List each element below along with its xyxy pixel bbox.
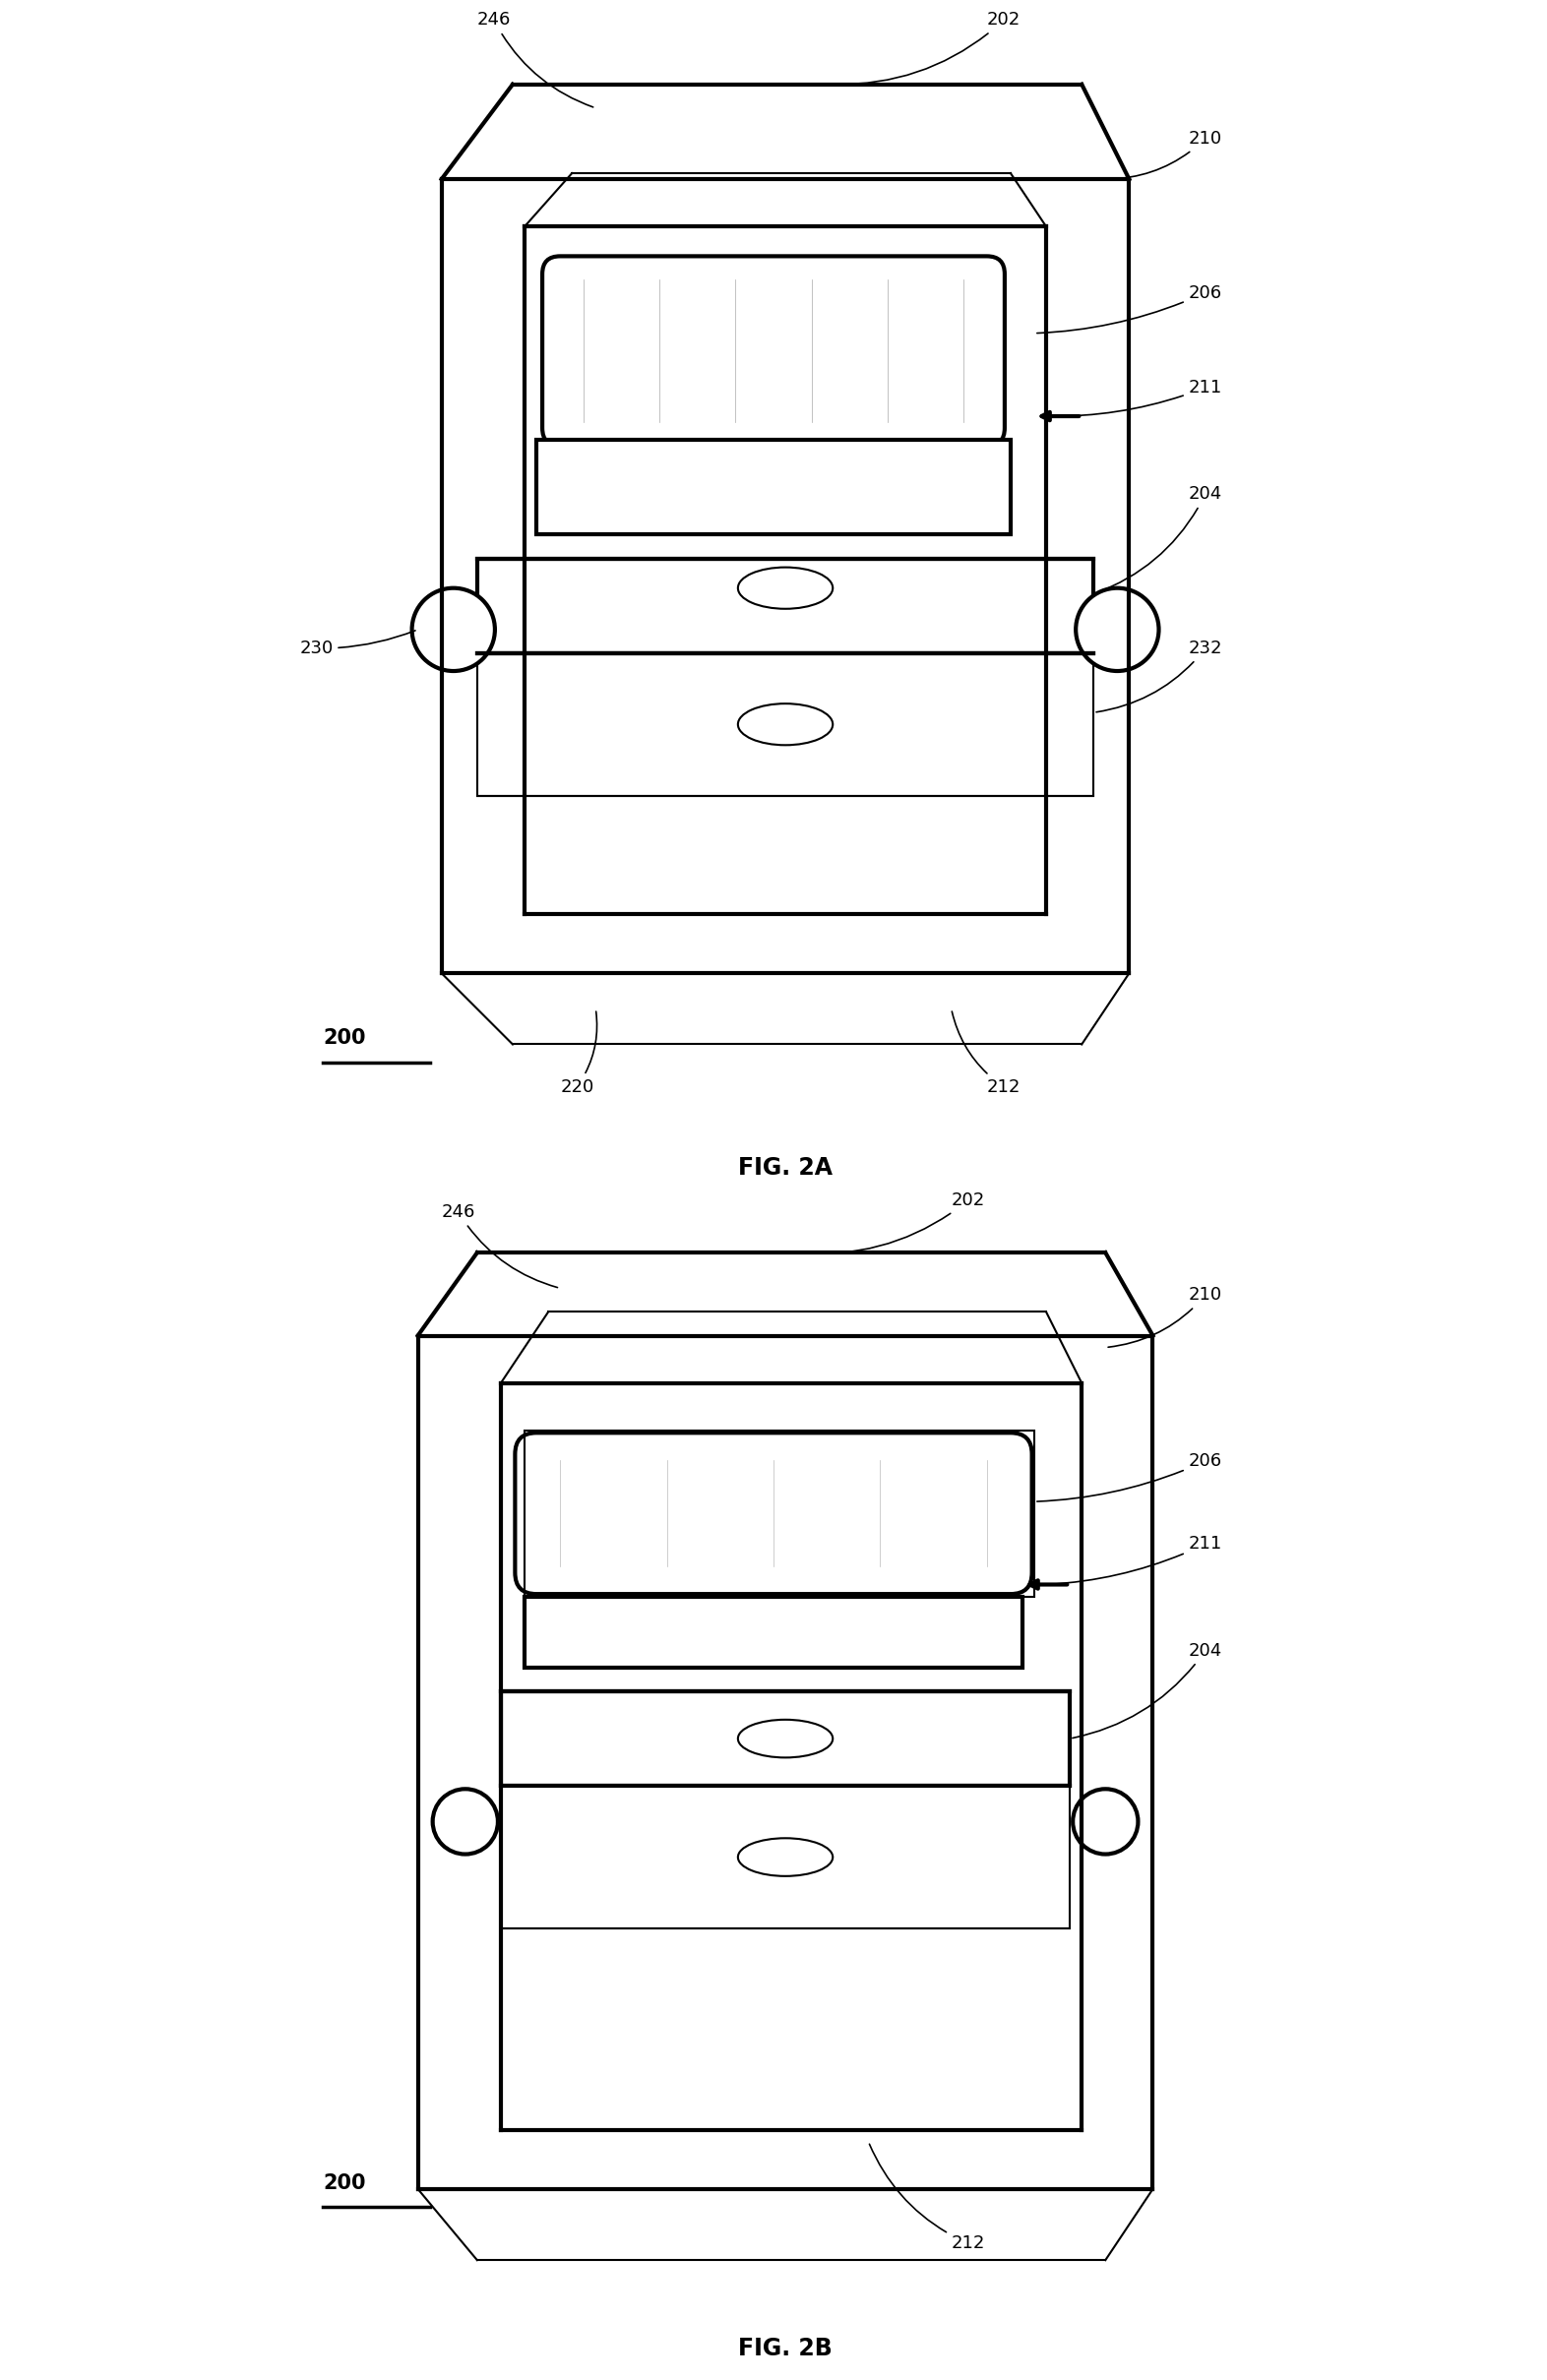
Bar	[524, 1430, 1035, 1597]
Text: 212: 212	[951, 1012, 1021, 1095]
Text: 220: 220	[560, 1012, 597, 1095]
Text: 210: 210	[1108, 131, 1222, 178]
Bar	[476, 559, 1094, 652]
Ellipse shape	[738, 704, 832, 745]
Ellipse shape	[433, 1790, 498, 1854]
Text: 212: 212	[869, 2144, 985, 2251]
FancyBboxPatch shape	[515, 1433, 1032, 1595]
FancyBboxPatch shape	[543, 257, 1004, 445]
Text: 211: 211	[1049, 378, 1222, 416]
Bar	[476, 652, 1094, 795]
Ellipse shape	[412, 588, 495, 671]
Text: 200: 200	[323, 1028, 365, 1047]
Ellipse shape	[738, 566, 832, 609]
Bar	[537, 440, 1010, 536]
Bar	[501, 1785, 1071, 1928]
Text: 230: 230	[299, 631, 415, 657]
Ellipse shape	[1075, 588, 1159, 671]
Text: 206: 206	[1036, 1452, 1222, 1502]
Bar	[501, 1692, 1071, 1785]
Text: 246: 246	[476, 12, 593, 107]
Text: 246: 246	[441, 1204, 557, 1288]
Text: FIG. 2B: FIG. 2B	[738, 2337, 832, 2361]
Text: 206: 206	[1036, 283, 1222, 333]
Bar	[524, 1597, 1023, 1668]
Ellipse shape	[1072, 1790, 1139, 1854]
Text: 200: 200	[323, 2173, 365, 2192]
Text: 204: 204	[1072, 1642, 1222, 1737]
Text: 232: 232	[1097, 640, 1222, 712]
Text: FIG. 2A: FIG. 2A	[738, 1157, 832, 1180]
Text: 210: 210	[1108, 1285, 1222, 1347]
Text: 202: 202	[835, 12, 1021, 83]
Ellipse shape	[738, 1721, 832, 1756]
Text: 211: 211	[1049, 1535, 1222, 1585]
Text: 202: 202	[800, 1192, 985, 1254]
Text: 204: 204	[1097, 486, 1222, 593]
Ellipse shape	[738, 1837, 832, 1875]
